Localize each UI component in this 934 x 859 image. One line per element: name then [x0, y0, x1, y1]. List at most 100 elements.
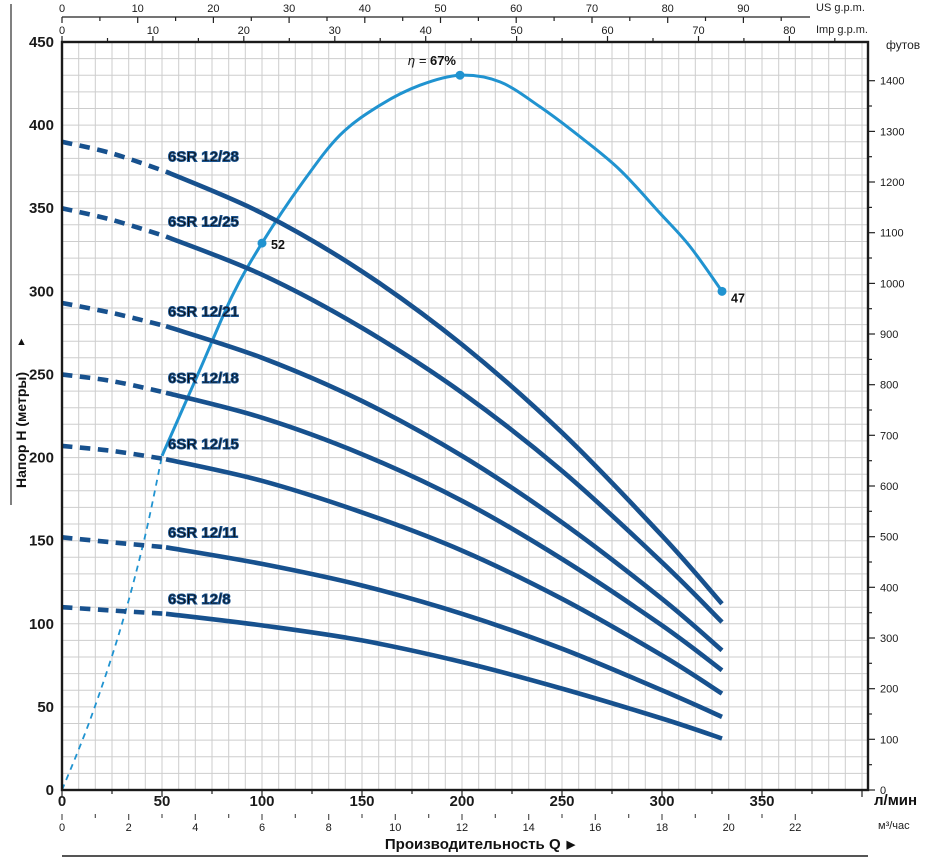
efficiency-point [717, 286, 727, 296]
x-axis-title: Производительность Q ▶ [290, 836, 670, 853]
tick-label-us: 70 [586, 3, 598, 15]
axis-top-us-gpm: 0 10 20 30 40 50 60 70 80 90 [59, 3, 810, 23]
tick-label-m3h: 4 [192, 822, 198, 834]
tick-label-feet: 200 [880, 684, 898, 696]
tick-label-lmin: 200 [449, 793, 474, 810]
tick-label-m3h: 22 [789, 822, 801, 834]
tick-label-metres: 350 [29, 200, 54, 217]
pump-curve-label: 6SR 12/15 [168, 436, 239, 453]
y-axis-arrow-icon: ▲ [16, 336, 27, 348]
tick-label-feet: 400 [880, 582, 898, 594]
efficiency-curve [61, 73, 724, 791]
tick-label-metres: 250 [29, 366, 54, 383]
pump-curve-solid [165, 456, 724, 696]
pump-curve-label: 6SR 12/18 [168, 370, 239, 387]
tick-label-m3h: 2 [126, 822, 132, 834]
tick-label-imp: 20 [238, 25, 250, 37]
tick-label-m3h: 18 [656, 822, 668, 834]
tick-label-feet: 300 [880, 633, 898, 645]
pump-curve-solid [165, 324, 724, 653]
efficiency-point-label: 52 [271, 238, 285, 252]
pump-curve-label: 6SR 12/25 [168, 214, 239, 231]
pump-curve-label: 6SR 12/28 [168, 149, 239, 166]
tick-label-us: 30 [283, 3, 295, 15]
tick-label-us: 20 [207, 3, 219, 15]
plot-border [60, 40, 870, 792]
tick-label-imp: 50 [510, 25, 522, 37]
tick-label-imp: 10 [147, 25, 159, 37]
tick-label-metres: 200 [29, 450, 54, 467]
tick-label-lmin: 0 [58, 793, 66, 810]
tick-label-imp: 80 [783, 25, 795, 37]
axis-unit-imp-gpm: Imp g.p.m. [816, 24, 868, 36]
tick-label-feet: 100 [880, 734, 898, 746]
axis-unit-us-gpm: US g.p.m. [816, 2, 865, 14]
tick-label-m3h: 20 [723, 822, 735, 834]
tick-label-us: 0 [59, 3, 65, 15]
tick-label-imp: 0 [59, 25, 65, 37]
pump-curve-dashed [61, 139, 167, 174]
tick-label-m3h: 0 [59, 822, 65, 834]
tick-label-imp: 40 [420, 25, 432, 37]
tick-label-lmin: 100 [249, 793, 274, 810]
axis-bottom-m3h: 0 2 4 6 8 10 12 14 16 18 20 22 [59, 814, 801, 834]
tick-label-imp: 60 [601, 25, 613, 37]
tick-label-metres: 100 [29, 616, 54, 633]
pump-curve-dashed [61, 205, 167, 239]
efficiency-markers: 52 47 η = 67% [257, 53, 745, 305]
pump-curve-dashed [61, 535, 167, 550]
tick-label-lmin: 350 [749, 793, 774, 810]
tick-label-us: 80 [662, 3, 674, 15]
tick-label-m3h: 14 [523, 822, 535, 834]
pump-curve-solid [165, 234, 724, 624]
pump-curve-label: 6SR 12/8 [168, 591, 231, 608]
pump-curve-6SR-12-21: 6SR 12/21 [61, 300, 724, 653]
efficiency-peak-label: η = 67% [408, 53, 457, 68]
tick-label-feet: 800 [880, 380, 898, 392]
tick-label-feet: 1200 [880, 177, 904, 189]
pump-curve-6SR-12-25: 6SR 12/25 [61, 205, 724, 624]
axis-unit-feet: футов [886, 38, 921, 52]
pump-curve-label: 6SR 12/21 [168, 303, 239, 320]
tick-label-metres: 150 [29, 533, 54, 550]
pump-curve-6SR-12-11: 6SR 12/11 [61, 524, 723, 719]
axis-top-imp-gpm: 0 10 20 30 40 50 60 70 80 [59, 25, 836, 42]
tick-label-lmin: 50 [154, 793, 171, 810]
axis-right-feet: 0 100 200 300 400 500 600 700 800 900 1000 1100 1200… [868, 76, 904, 797]
tick-label-us: 60 [510, 3, 522, 15]
pump-curve-solid [165, 611, 723, 741]
axis-bottom-lmin: 0 50 100 150 200 250 300 350 [58, 790, 863, 810]
tick-label-feet: 500 [880, 532, 898, 544]
pump-curve-label: 6SR 12/11 [168, 524, 238, 541]
pump-curve-dashed [61, 443, 167, 462]
tick-label-metres: 300 [29, 283, 54, 300]
pump-curve-6SR-12-28: 6SR 12/28 [61, 139, 724, 606]
tick-label-us: 50 [434, 3, 446, 15]
tick-label-imp: 30 [329, 25, 341, 37]
efficiency-point [257, 238, 267, 248]
tick-label-feet: 0 [880, 785, 886, 797]
pump-curve-solid [165, 169, 724, 606]
tick-label-metres: 400 [29, 117, 54, 134]
tick-label-metres: 450 [29, 34, 54, 51]
pump-curve-dashed [61, 604, 167, 617]
tick-label-imp: 70 [692, 25, 704, 37]
tick-label-feet: 600 [880, 481, 898, 493]
tick-label-us: 40 [359, 3, 371, 15]
x-title-underline [62, 855, 868, 857]
tick-label-feet: 900 [880, 329, 898, 341]
pump-curve-6SR-12-15: 6SR 12/15 [61, 436, 724, 696]
tick-label-feet: 1100 [880, 228, 904, 240]
pump-curve-6SR-12-8: 6SR 12/8 [61, 590, 723, 741]
tick-label-lmin: 250 [549, 793, 574, 810]
axis-unit-lmin: л/мин [874, 792, 918, 809]
efficiency-curve-solid [160, 73, 724, 457]
axis-unit-m3h: м³/час [878, 820, 910, 832]
tick-label-us: 10 [132, 3, 144, 15]
tick-label-feet: 700 [880, 430, 898, 442]
x-axis-title-text: Производительность Q [384, 836, 561, 853]
efficiency-peak-point [455, 70, 465, 80]
tick-label-m3h: 6 [259, 822, 265, 834]
tick-label-m3h: 16 [589, 822, 601, 834]
pump-curve-dashed [61, 300, 167, 329]
